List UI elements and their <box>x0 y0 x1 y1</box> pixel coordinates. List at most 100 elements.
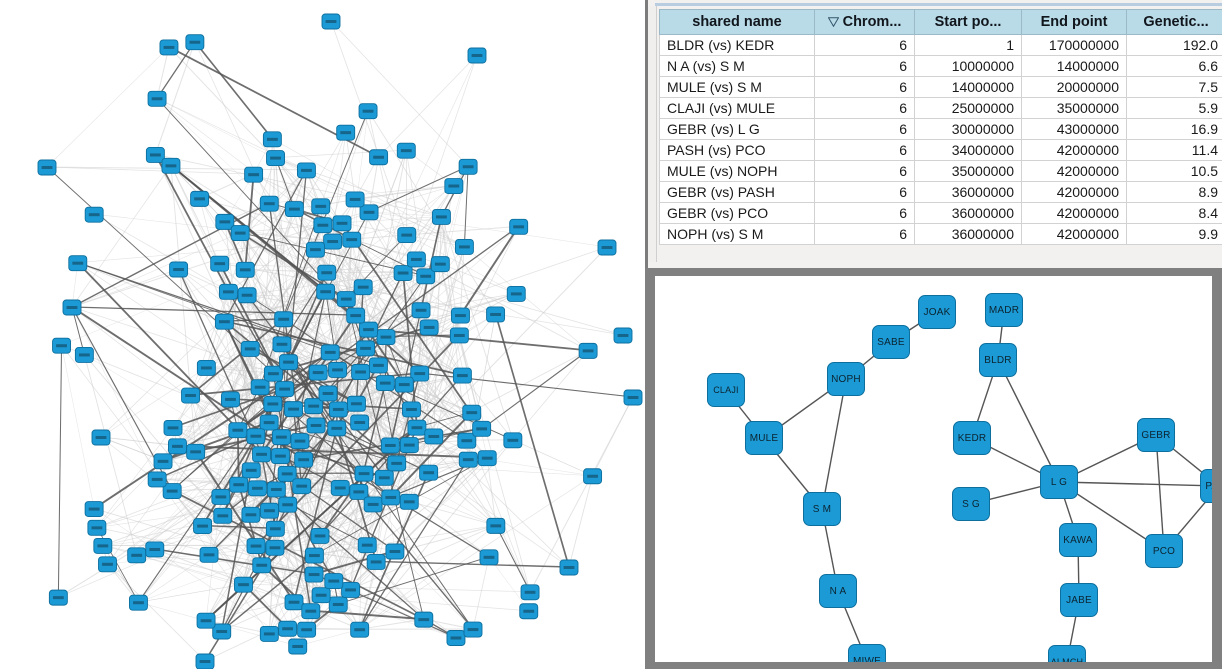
cell-chromosome[interactable]: 6 <box>814 118 915 140</box>
edge-table-panel[interactable]: shared name Chrom... Start po... End point G… <box>645 0 1222 268</box>
sub-node-madr[interactable]: MADR <box>985 293 1023 327</box>
table-row[interactable]: CLAJI (vs) MULE 6 25000000 35000000 5.9 <box>659 97 1222 119</box>
sub-node-label: NOPH <box>831 373 861 385</box>
cell-shared_name[interactable]: PASH (vs) PCO <box>659 139 815 161</box>
table-body[interactable]: BLDR (vs) KEDR 6 1 170000000 192.0 N A (vs) S… <box>659 34 1222 245</box>
cell-start_point[interactable]: 36000000 <box>914 223 1022 245</box>
cell-shared_name[interactable]: GEBR (vs) PASH <box>659 181 815 203</box>
cell-end_point[interactable]: 35000000 <box>1021 97 1127 119</box>
table-row[interactable]: NOPH (vs) S M 6 36000000 42000000 9.9 <box>659 223 1222 245</box>
sub-node-almch[interactable]: ALMCH <box>1048 645 1086 662</box>
column-header-end_point[interactable]: End point <box>1021 9 1127 35</box>
table-row[interactable]: GEBR (vs) PASH 6 36000000 42000000 8.9 <box>659 181 1222 203</box>
cell-start_point[interactable]: 36000000 <box>914 202 1022 224</box>
sub-node-gebr[interactable]: GEBR <box>1137 418 1175 452</box>
cell-genetic[interactable]: 11.4 <box>1126 139 1222 161</box>
table-scrollbar[interactable] <box>648 6 657 262</box>
table-row[interactable]: PASH (vs) PCO 6 34000000 42000000 11.4 <box>659 139 1222 161</box>
cell-shared_name[interactable]: GEBR (vs) PCO <box>659 202 815 224</box>
edge-table[interactable]: shared name Chrom... Start po... End point G… <box>659 9 1222 245</box>
cell-genetic[interactable]: 8.9 <box>1126 181 1222 203</box>
sub-edge[interactable] <box>1155 434 1165 552</box>
cell-end_point[interactable]: 42000000 <box>1021 160 1127 182</box>
cell-shared_name[interactable]: MULE (vs) S M <box>659 76 815 98</box>
sub-network-panel[interactable]: CLAJI MULE NOPH SABE JOAK S M N A MIWE MADR BLDR K… <box>645 268 1222 669</box>
cell-chromosome[interactable]: 6 <box>814 223 915 245</box>
sub-edge[interactable] <box>821 378 847 510</box>
cell-chromosome[interactable]: 6 <box>814 76 915 98</box>
cell-shared_name[interactable]: MULE (vs) NOPH <box>659 160 815 182</box>
cell-genetic[interactable]: 192.0 <box>1126 34 1222 56</box>
sub-node-noph[interactable]: NOPH <box>827 362 865 396</box>
cell-start_point[interactable]: 36000000 <box>914 181 1022 203</box>
table-row[interactable]: MULE (vs) NOPH 6 35000000 42000000 10.5 <box>659 160 1222 182</box>
table-row[interactable]: N A (vs) S M 6 10000000 14000000 6.6 <box>659 55 1222 77</box>
cell-start_point[interactable]: 34000000 <box>914 139 1022 161</box>
cell-chromosome[interactable]: 6 <box>814 181 915 203</box>
cell-genetic[interactable]: 8.4 <box>1126 202 1222 224</box>
cell-genetic[interactable]: 7.5 <box>1126 76 1222 98</box>
cell-genetic[interactable]: 5.9 <box>1126 97 1222 119</box>
sub-node-sabe[interactable]: SABE <box>872 325 910 359</box>
cell-chromosome[interactable]: 6 <box>814 139 915 161</box>
cell-chromosome[interactable]: 6 <box>814 97 915 119</box>
sub-node-jabe[interactable]: JABE <box>1060 583 1098 617</box>
cell-start_point[interactable]: 14000000 <box>914 76 1022 98</box>
sub-node-pash[interactable]: PASH <box>1200 469 1212 503</box>
cell-end_point[interactable]: 170000000 <box>1021 34 1127 56</box>
column-header-start_point[interactable]: Start po... <box>914 9 1022 35</box>
sub-node-na[interactable]: N A <box>819 574 857 608</box>
cell-start_point[interactable]: 25000000 <box>914 97 1022 119</box>
sub-node-claji[interactable]: CLAJI <box>707 373 745 407</box>
main-network-view[interactable] <box>0 0 645 669</box>
sub-node-miwe[interactable]: MIWE <box>848 644 886 662</box>
cell-end_point[interactable]: 43000000 <box>1021 118 1127 140</box>
column-header-genetic[interactable]: Genetic... <box>1126 9 1222 35</box>
column-header-shared_name[interactable]: shared name <box>659 9 815 35</box>
cell-genetic[interactable]: 10.5 <box>1126 160 1222 182</box>
sub-node-pco[interactable]: PCO <box>1145 534 1183 568</box>
sub-network-canvas[interactable]: CLAJI MULE NOPH SABE JOAK S M N A MIWE MADR BLDR K… <box>655 276 1212 662</box>
sub-node-kedr[interactable]: KEDR <box>953 421 991 455</box>
sub-node-kawa[interactable]: KAWA <box>1059 523 1097 557</box>
table-row[interactable]: BLDR (vs) KEDR 6 1 170000000 192.0 <box>659 34 1222 56</box>
cell-end_point[interactable]: 14000000 <box>1021 55 1127 77</box>
cell-genetic[interactable]: 9.9 <box>1126 223 1222 245</box>
cell-start_point[interactable]: 30000000 <box>914 118 1022 140</box>
cell-start_point[interactable]: 1 <box>914 34 1022 56</box>
cell-end_point[interactable]: 42000000 <box>1021 202 1127 224</box>
main-network-canvas[interactable] <box>0 0 645 669</box>
sub-node-sg[interactable]: S G <box>952 487 990 521</box>
cell-shared_name[interactable]: NOPH (vs) S M <box>659 223 815 245</box>
cell-genetic[interactable]: 6.6 <box>1126 55 1222 77</box>
table-row[interactable]: GEBR (vs) L G 6 30000000 43000000 16.9 <box>659 118 1222 140</box>
cell-genetic[interactable]: 16.9 <box>1126 118 1222 140</box>
sub-edge[interactable] <box>1058 481 1212 487</box>
sub-node-bldr[interactable]: BLDR <box>979 343 1017 377</box>
cell-chromosome[interactable]: 6 <box>814 55 915 77</box>
sub-node-mule[interactable]: MULE <box>745 421 783 455</box>
cell-chromosome[interactable]: 6 <box>814 34 915 56</box>
filter-sort-icon[interactable] <box>827 16 839 27</box>
cell-chromosome[interactable]: 6 <box>814 160 915 182</box>
table-row[interactable]: GEBR (vs) PCO 6 36000000 42000000 8.4 <box>659 202 1222 224</box>
sub-node-lg[interactable]: L G <box>1040 465 1078 499</box>
main-nodes[interactable] <box>37 13 643 669</box>
cell-shared_name[interactable]: BLDR (vs) KEDR <box>659 34 815 56</box>
column-header-chromosome[interactable]: Chrom... <box>814 9 915 35</box>
main-node-label <box>217 514 229 518</box>
cell-end_point[interactable]: 42000000 <box>1021 223 1127 245</box>
cell-start_point[interactable]: 35000000 <box>914 160 1022 182</box>
cell-start_point[interactable]: 10000000 <box>914 55 1022 77</box>
cell-end_point[interactable]: 42000000 <box>1021 139 1127 161</box>
sub-edge[interactable] <box>997 359 1060 483</box>
cell-shared_name[interactable]: CLAJI (vs) MULE <box>659 97 815 119</box>
cell-end_point[interactable]: 42000000 <box>1021 181 1127 203</box>
table-row[interactable]: MULE (vs) S M 6 14000000 20000000 7.5 <box>659 76 1222 98</box>
cell-chromosome[interactable]: 6 <box>814 202 915 224</box>
cell-shared_name[interactable]: N A (vs) S M <box>659 55 815 77</box>
cell-end_point[interactable]: 20000000 <box>1021 76 1127 98</box>
sub-node-sm[interactable]: S M <box>803 492 841 526</box>
sub-node-joak[interactable]: JOAK <box>918 295 956 329</box>
cell-shared_name[interactable]: GEBR (vs) L G <box>659 118 815 140</box>
